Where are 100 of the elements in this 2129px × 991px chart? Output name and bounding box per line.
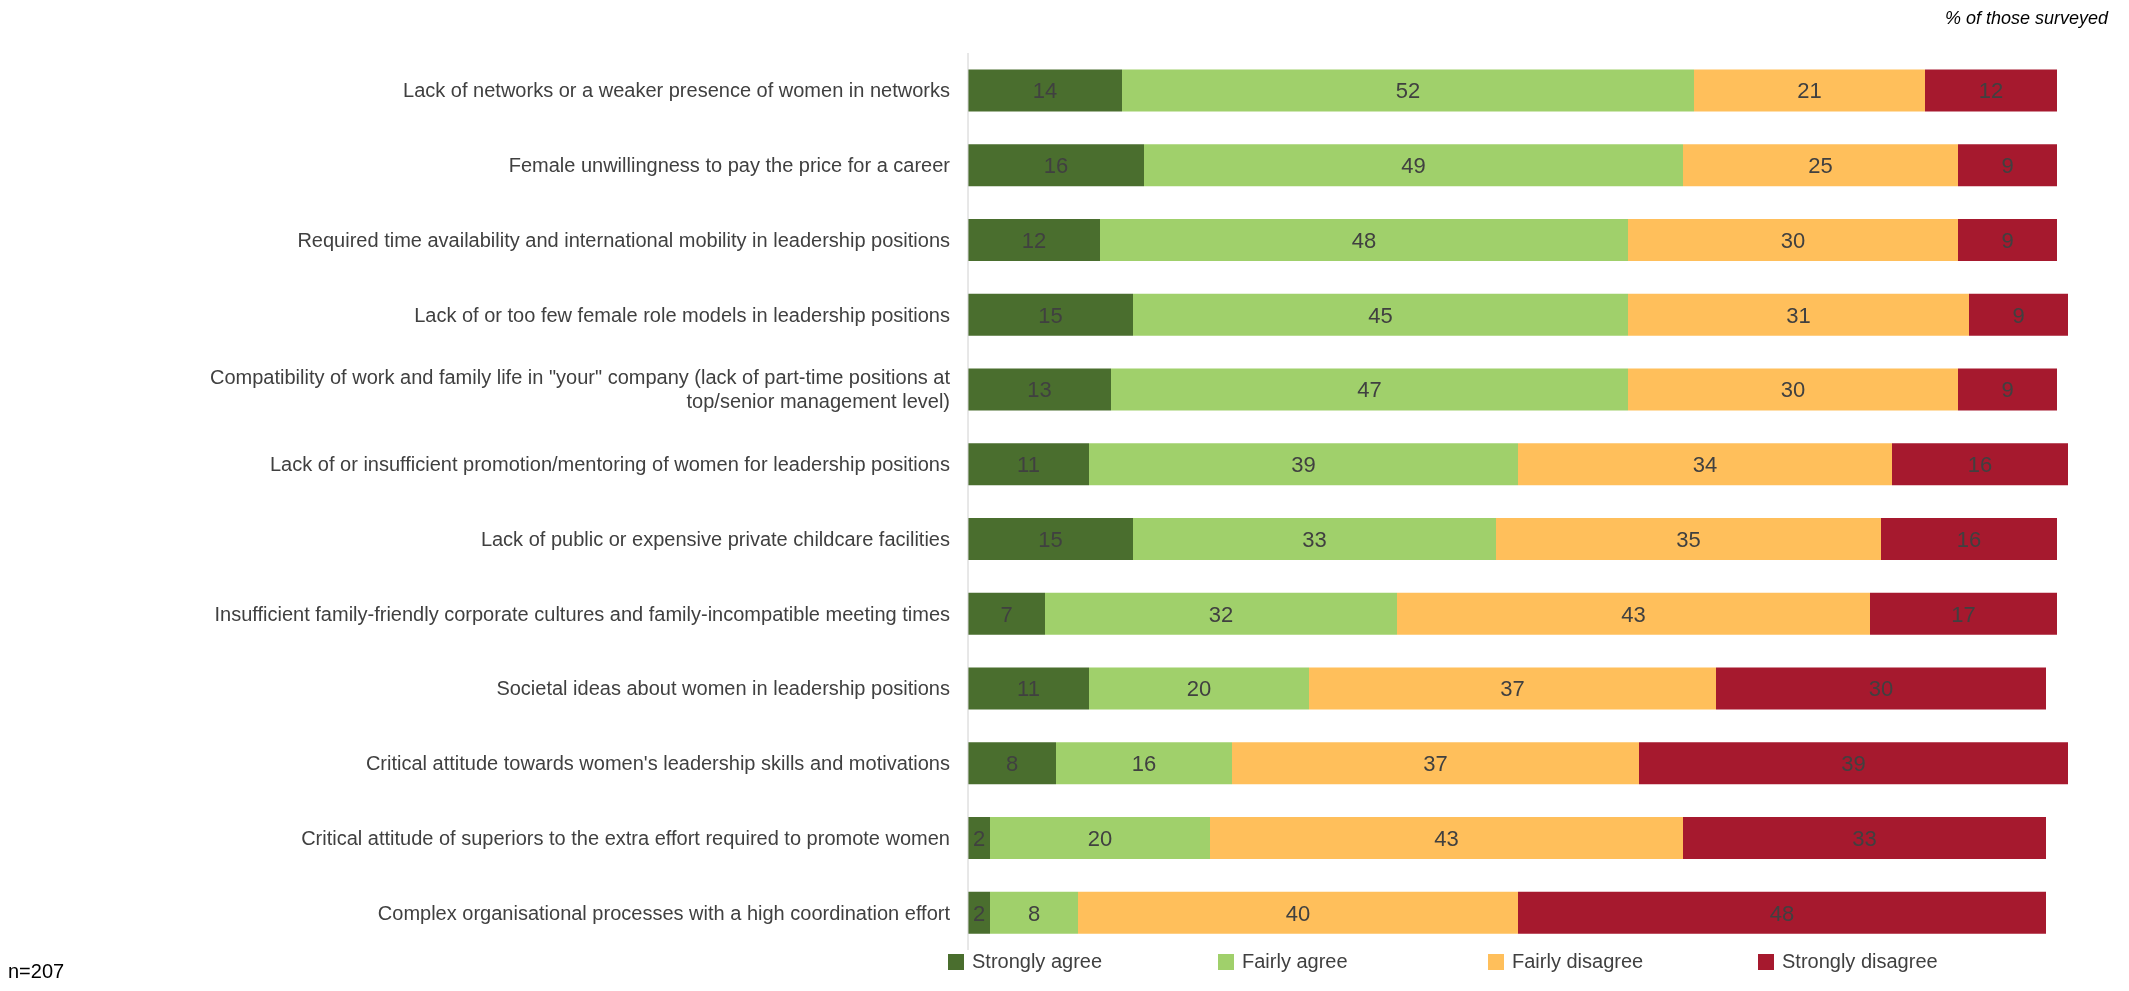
y-tick-label: Lack of or insufficient promotion/mentoring of women for leadership positions — [270, 453, 950, 476]
bar — [1628, 218, 1958, 261]
bar — [968, 69, 1122, 112]
bar — [968, 368, 1111, 411]
bar — [968, 218, 1100, 261]
bar — [1232, 742, 1639, 785]
data-label: 32 — [1208, 601, 1234, 627]
bar — [1496, 517, 1881, 560]
y-tick-label: Lack of public or expensive private childcare facilities — [480, 527, 950, 550]
bar — [1683, 144, 1958, 187]
bar — [1639, 742, 2068, 785]
bar — [1122, 69, 1694, 112]
bar — [1925, 69, 2057, 112]
bar — [1881, 517, 2057, 560]
y-tick-label: Complex organisational processes with a high coordination effort — [377, 901, 951, 924]
bar — [1716, 667, 2046, 710]
bar — [1078, 891, 1518, 934]
data-label: 16 — [1131, 751, 1157, 777]
bar — [1958, 368, 2057, 411]
bar — [1045, 592, 1397, 635]
y-tick-label: Lack of networks or a weaker presence of women in networks — [403, 79, 950, 102]
data-label: 35 — [1676, 526, 1701, 552]
data-label: 21 — [1797, 78, 1822, 104]
data-label: 9 — [2012, 302, 2025, 328]
bar — [1100, 218, 1628, 261]
data-label: 52 — [1395, 78, 1421, 104]
text: % of those surveyed — [1944, 8, 2108, 29]
bar — [1144, 144, 1683, 187]
bar — [1089, 667, 1309, 710]
bar — [1870, 592, 2057, 635]
data-label: 30 — [1780, 227, 1806, 253]
text: n=207 — [8, 960, 65, 983]
legend-label: Fairly disagree — [1512, 950, 1644, 973]
y-tick-label: Compatibility of work and family life in "your" company (lack of part-time positions at top/senior management level) — [209, 366, 951, 413]
data-label: 8 — [1027, 900, 1041, 926]
y-tick-label: Insufficient family-friendly corporate cultures and family-incompatible meeting times — [214, 602, 950, 625]
bar — [1210, 816, 1683, 859]
data-label: 39 — [1291, 452, 1316, 478]
data-label: 12 — [1978, 78, 2004, 104]
data-label: 9 — [2001, 227, 2014, 253]
data-label: 39 — [1841, 751, 1866, 777]
data-label: 20 — [1186, 676, 1212, 702]
bar — [1683, 816, 2046, 859]
data-label: 31 — [1786, 302, 1811, 328]
data-label: 37 — [1500, 676, 1525, 702]
data-label: 49 — [1401, 153, 1426, 179]
bar — [1133, 517, 1496, 560]
bar — [1958, 218, 2057, 261]
data-label: 17 — [1951, 601, 1976, 627]
data-label: 45 — [1368, 302, 1393, 328]
data-label: 34 — [1692, 452, 1718, 478]
bar — [1133, 293, 1628, 336]
bar — [990, 891, 1078, 934]
data-label: 9 — [2001, 377, 2014, 403]
bar — [1518, 891, 2046, 934]
data-label: 16 — [1967, 452, 1993, 478]
bar — [1518, 443, 1892, 486]
data-label: 30 — [1868, 676, 1894, 702]
bar — [1958, 144, 2057, 187]
bar — [1694, 69, 1925, 112]
data-label: 33 — [1302, 526, 1327, 552]
y-tick-label: Critical attitude of superiors to the extra effort required to promote women — [301, 826, 950, 849]
data-label: 20 — [1087, 825, 1113, 851]
legend-label: Strongly disagree — [1782, 950, 1938, 973]
y-tick-label: Lack of or too few female role models in leadership positions — [414, 303, 950, 326]
bar — [968, 293, 1133, 336]
bar — [1397, 592, 1870, 635]
bar — [968, 667, 1089, 710]
data-label: 43 — [1621, 601, 1646, 627]
data-label: 48 — [1351, 227, 1377, 253]
y-tick-label: Required time availability and international mobility in leadership positions — [297, 228, 950, 251]
bar — [990, 816, 1210, 859]
bar — [1309, 667, 1716, 710]
bar — [968, 742, 1056, 785]
bar — [968, 592, 1045, 635]
data-label: 25 — [1808, 153, 1833, 179]
data-label: 37 — [1423, 751, 1448, 777]
data-label: 43 — [1434, 825, 1459, 851]
bar — [1892, 443, 2068, 486]
data-label: 47 — [1357, 377, 1382, 403]
data-label: 40 — [1285, 900, 1311, 926]
y-tick-label: Female unwillingness to pay the price for a career — [508, 154, 951, 177]
bar — [968, 443, 1089, 486]
data-label: 33 — [1852, 825, 1877, 851]
data-label: 9 — [2001, 153, 2014, 179]
y-tick-label: Critical attitude towards women's leadership skills and motivations — [365, 752, 950, 775]
legend-label: Strongly agree — [972, 950, 1103, 973]
bar — [1111, 368, 1628, 411]
bar — [1628, 293, 1969, 336]
y-tick-label: Societal ideas about women in leadership positions — [496, 677, 950, 700]
bar — [1969, 293, 2068, 336]
data-label: 16 — [1956, 526, 1982, 552]
bar — [968, 517, 1133, 560]
data-label: 30 — [1780, 377, 1806, 403]
legend-label: Fairly agree — [1242, 950, 1348, 973]
bar — [968, 144, 1144, 187]
bar — [1628, 368, 1958, 411]
bar — [1056, 742, 1232, 785]
bar — [1089, 443, 1518, 486]
data-label: 48 — [1769, 900, 1795, 926]
